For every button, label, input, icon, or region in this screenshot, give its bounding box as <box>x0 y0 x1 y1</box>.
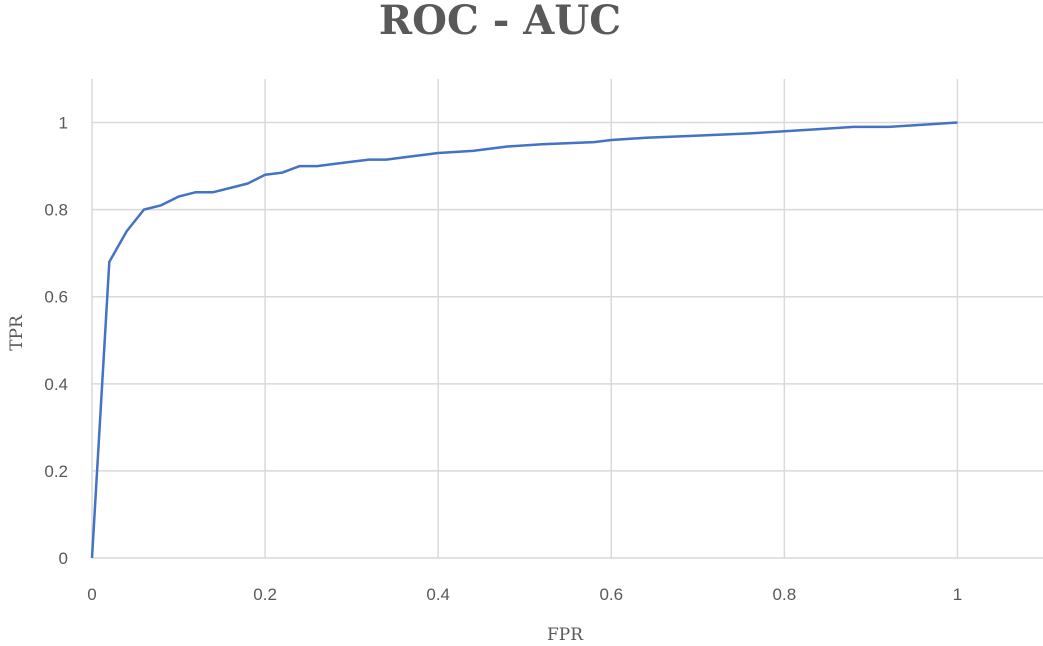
y-tick-label: 0.8 <box>44 201 68 220</box>
x-tick-label: 0.2 <box>253 585 277 604</box>
chart-title: ROC - AUC <box>379 0 621 44</box>
tick-labels: 0 0.2 0.4 0.6 0.8 1 0 0.2 0.4 0.6 0.8 1 <box>44 114 962 604</box>
x-tick-label: 0.4 <box>426 585 450 604</box>
x-axis-title: FPR <box>547 625 584 645</box>
x-tick-label: 0 <box>87 585 96 604</box>
x-tick-label: 0.6 <box>599 585 623 604</box>
y-axis-title: TPR <box>7 314 27 351</box>
y-tick-label: 0.4 <box>44 375 68 394</box>
x-tick-label: 0.8 <box>773 585 797 604</box>
y-tick-label: 1 <box>59 114 68 133</box>
grid-lines <box>91 79 1043 559</box>
y-tick-label: 0.2 <box>44 462 68 481</box>
x-tick-label: 1 <box>953 585 962 604</box>
y-tick-label: 0 <box>59 549 68 568</box>
roc-curve-line <box>90 121 958 559</box>
y-tick-label: 0.6 <box>44 288 68 307</box>
